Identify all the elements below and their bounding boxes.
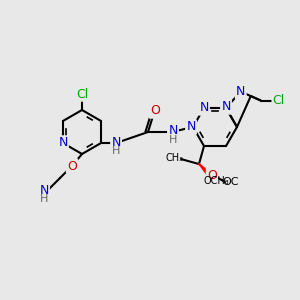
Text: CH₃: CH₃ <box>166 153 184 163</box>
Text: N: N <box>58 136 68 149</box>
Text: N: N <box>39 184 49 196</box>
Text: O: O <box>67 160 77 172</box>
Text: O: O <box>207 169 217 182</box>
Text: Cl: Cl <box>76 88 88 100</box>
Text: H: H <box>40 194 48 204</box>
Text: OCH₃: OCH₃ <box>203 176 229 186</box>
Text: N: N <box>111 136 121 148</box>
Text: N: N <box>168 124 178 137</box>
Text: N: N <box>186 121 196 134</box>
Text: Cl: Cl <box>273 94 285 107</box>
Text: OC: OC <box>223 177 239 187</box>
Text: N: N <box>236 85 245 98</box>
Text: H: H <box>169 135 177 145</box>
Text: O: O <box>150 104 160 118</box>
Text: N: N <box>199 101 209 114</box>
Text: N: N <box>221 100 231 113</box>
Polygon shape <box>199 164 208 176</box>
Text: H: H <box>112 146 120 156</box>
